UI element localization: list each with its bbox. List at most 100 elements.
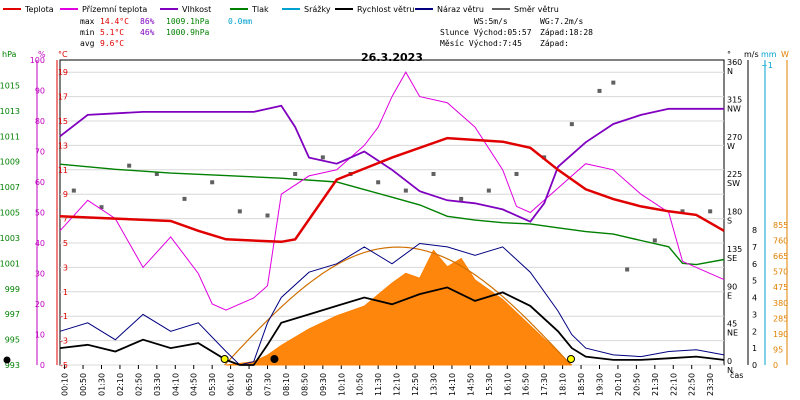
time-tick: 23:30 — [706, 373, 715, 396]
wind-speed-axis-unit: m/s — [744, 50, 759, 59]
time-tick: 00:10 — [61, 373, 70, 396]
wind-speed-tick: 1 — [752, 344, 757, 353]
wind-direction-point — [376, 180, 381, 185]
temp-axis-unit: °C — [58, 50, 68, 59]
grid — [59, 59, 725, 366]
wind-speed-tick: 3 — [752, 310, 757, 319]
wind-direction-point — [154, 171, 159, 176]
stats-min-temp: 5.1°C — [100, 28, 124, 37]
stats-max-temp: 14.4°C — [100, 17, 129, 26]
direction-tick: 270 — [727, 133, 742, 142]
wind-direction-point — [99, 205, 104, 210]
direction-tick: 0 — [727, 357, 732, 366]
time-tick: 11:30 — [374, 373, 383, 396]
time-tick: 01:30 — [98, 373, 107, 396]
humidity-tick: 70 — [35, 148, 45, 157]
direction-tick: 45 — [727, 320, 737, 329]
time-tick: 18:50 — [577, 373, 586, 396]
stats-max-label: max — [80, 17, 95, 26]
pressure-tick: 993 — [5, 361, 20, 370]
temp-tick: 5 — [63, 239, 68, 248]
direction-tick: 225 — [727, 170, 742, 179]
time-tick: 14:50 — [466, 373, 475, 396]
wind-speed-tick: 5 — [752, 277, 757, 286]
stats-min-press: 1000.9hPa — [166, 28, 210, 37]
plot-area — [3, 71, 725, 366]
sun-info-set: Západ:18:28 — [540, 28, 593, 37]
axes: -5-3-11357911131517199939959979991001100… — [0, 50, 789, 396]
time-tick: 22:10 — [669, 373, 678, 396]
wind-speed-tick: 2 — [752, 327, 757, 336]
direction-tick: 360 — [727, 58, 742, 67]
time-tick: 12:50 — [411, 373, 420, 396]
sun-arc-line — [224, 246, 571, 366]
time-tick: 19:30 — [596, 373, 605, 396]
wind-direction-point — [127, 163, 132, 168]
stats-max-hum: 86% — [140, 17, 155, 26]
pressure-line — [59, 163, 725, 266]
stats-panel: max 14.4°C 86% 1009.1hPa 0.0mm min 5.1°C… — [80, 17, 593, 48]
pressure-tick: 1011 — [0, 132, 20, 141]
humidity-tick: 90 — [35, 87, 45, 96]
time-tick: 20:10 — [614, 373, 623, 396]
sunrise-marker — [220, 355, 229, 363]
stats-max-rain: 0.0mm — [228, 17, 252, 26]
legend-label: Náraz větru — [437, 5, 484, 14]
wind-direction-point — [486, 188, 491, 193]
time-tick: 05:30 — [208, 373, 217, 396]
stats-min-hum: 46% — [140, 28, 155, 37]
radiation-area — [225, 249, 573, 366]
temp-tick: -5 — [60, 361, 68, 370]
direction-compass-tick: N — [727, 67, 733, 76]
wind-speed-tick: 7 — [752, 243, 757, 252]
sun-info-rise: Slunce Východ:05:57 — [440, 28, 532, 37]
direction-compass-tick: W — [727, 142, 735, 151]
radiation-tick: 380 — [773, 299, 788, 308]
humidity-tick: 30 — [35, 270, 45, 279]
direction-axis-unit: ° — [727, 50, 731, 59]
radiation-tick: 0 — [773, 361, 778, 370]
direction-compass-tick: N — [727, 366, 733, 375]
wind-direction-point — [182, 196, 187, 201]
wind-direction-point — [293, 171, 298, 176]
pressure-tick: 1005 — [0, 209, 20, 218]
wind-direction-point — [569, 122, 574, 127]
rain-axis-unit: mm — [761, 50, 777, 59]
time-tick: 02:50 — [134, 373, 143, 396]
time-tick: 04:50 — [190, 373, 199, 396]
wind-speed-tick: 4 — [752, 294, 757, 303]
pressure-tick: 1013 — [0, 107, 20, 116]
humidity-tick: 10 — [35, 331, 45, 340]
time-tick: 20:50 — [632, 373, 641, 396]
moon-info-rise: Měsíc Východ:7:45 — [440, 39, 522, 48]
temperature-line — [59, 136, 725, 244]
legend-label: Směr větru — [514, 5, 559, 14]
legend-label: Tlak — [251, 5, 269, 14]
direction-tick: 90 — [727, 282, 737, 291]
wind-direction-point — [652, 238, 657, 243]
chart-title: 26.3.2023 — [361, 51, 423, 64]
wind-gust-line — [59, 242, 725, 366]
wind-direction-point — [210, 180, 215, 185]
direction-compass-tick: NW — [727, 104, 741, 113]
legend-label: Rychlost větru — [357, 5, 414, 14]
legend: Teplota Přízemní teplota Vlhkost Tlak Srážky… — [3, 5, 559, 14]
time-tick: 18:10 — [559, 373, 568, 396]
time-tick: 22:50 — [688, 373, 697, 396]
humidity-tick: 20 — [35, 300, 45, 309]
time-tick: 04:10 — [171, 373, 180, 396]
legend-label: Teplota — [24, 5, 54, 14]
humidity-tick: 40 — [35, 239, 45, 248]
stats-avg-temp: 9.6°C — [100, 39, 124, 48]
radiation-tick: 855 — [773, 221, 788, 230]
wind-direction-point — [611, 80, 616, 85]
direction-tick: 180 — [727, 208, 742, 217]
ground-temp-line — [59, 71, 725, 311]
time-tick: 06:50 — [245, 373, 254, 396]
moonrise-marker — [270, 355, 279, 363]
wind-direction-point — [459, 196, 464, 201]
direction-tick: 315 — [727, 95, 742, 104]
time-tick: 13:30 — [430, 373, 439, 396]
wind-direction-point — [403, 188, 408, 193]
